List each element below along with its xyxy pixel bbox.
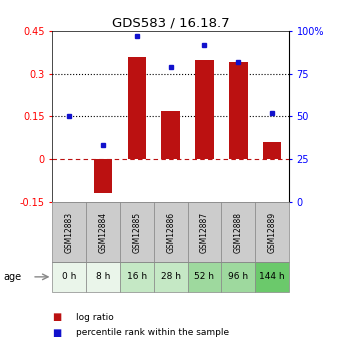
Text: ■: ■ <box>52 313 62 322</box>
Text: 52 h: 52 h <box>194 272 215 282</box>
Bar <box>255 262 289 292</box>
Bar <box>86 262 120 292</box>
Bar <box>128 57 146 159</box>
Text: percentile rank within the sample: percentile rank within the sample <box>76 328 229 337</box>
Text: ■: ■ <box>52 328 62 338</box>
Bar <box>188 262 221 292</box>
Bar <box>94 159 113 193</box>
Text: log ratio: log ratio <box>76 313 114 322</box>
Text: GSM12886: GSM12886 <box>166 211 175 253</box>
Text: GSM12887: GSM12887 <box>200 211 209 253</box>
Bar <box>229 62 247 159</box>
Text: 96 h: 96 h <box>228 272 248 282</box>
Text: GSM12885: GSM12885 <box>132 211 141 253</box>
Bar <box>52 262 86 292</box>
Bar <box>154 202 188 262</box>
Bar <box>154 262 188 292</box>
Bar <box>263 142 281 159</box>
Bar <box>188 202 221 262</box>
Bar <box>86 202 120 262</box>
Title: GDS583 / 16.18.7: GDS583 / 16.18.7 <box>112 17 230 30</box>
Text: GSM12889: GSM12889 <box>268 211 276 253</box>
Bar <box>255 202 289 262</box>
Text: GSM12884: GSM12884 <box>99 211 107 253</box>
Bar <box>221 202 255 262</box>
Text: age: age <box>3 272 22 282</box>
Text: 0 h: 0 h <box>62 272 76 282</box>
Bar <box>120 202 154 262</box>
Text: 28 h: 28 h <box>161 272 181 282</box>
Bar <box>221 262 255 292</box>
Text: GSM12888: GSM12888 <box>234 211 243 253</box>
Text: 16 h: 16 h <box>127 272 147 282</box>
Bar <box>120 262 154 292</box>
Text: 8 h: 8 h <box>96 272 110 282</box>
Text: GSM12883: GSM12883 <box>65 211 74 253</box>
Bar <box>162 111 180 159</box>
Bar <box>52 202 86 262</box>
Text: 144 h: 144 h <box>259 272 285 282</box>
Bar <box>195 60 214 159</box>
